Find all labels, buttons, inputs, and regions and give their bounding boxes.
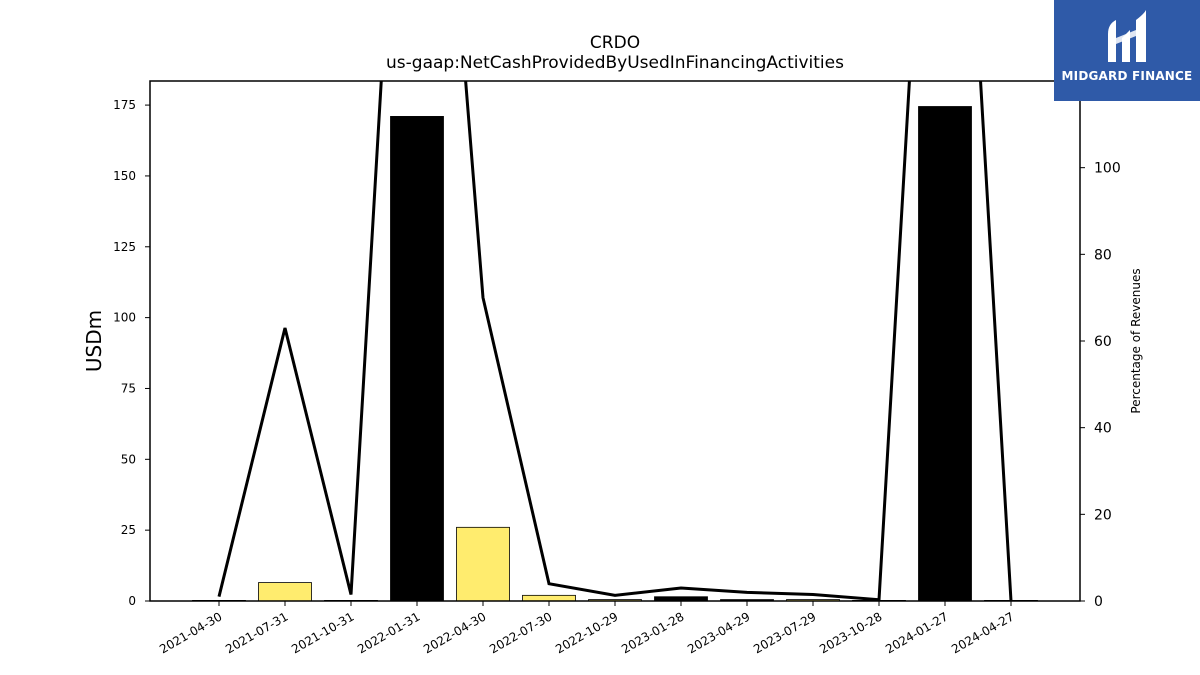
y-tick-label: 0 xyxy=(128,594,136,608)
chart-title: CRDO xyxy=(590,33,640,53)
x-tick-label: 2024-01-27 xyxy=(883,609,950,656)
x-tick-label: 2022-10-29 xyxy=(553,609,620,656)
bar-2021-07-31 xyxy=(258,582,312,602)
line-group xyxy=(217,81,1013,601)
y-tick-label: 25 xyxy=(121,523,136,537)
y-axis-right: 0 20 40 60 80 100 xyxy=(1080,161,1121,610)
y-axis-left: 0 25 50 75 100 125 150 175 xyxy=(113,98,150,608)
x-tick-label: 2021-04-30 xyxy=(157,609,224,656)
x-tick-label: 2023-01-28 xyxy=(619,609,686,656)
y-tick-label: 50 xyxy=(121,452,136,466)
y-right-tick-label: 60 xyxy=(1094,334,1112,350)
logo-text: MIDGARD FINANCE xyxy=(1061,69,1193,83)
bar-2022-01-31 xyxy=(390,116,444,602)
bar-2022-04-30 xyxy=(456,526,510,602)
y-tick-label: 150 xyxy=(113,169,136,183)
x-tick-label: 2023-04-29 xyxy=(685,609,752,656)
revenue-percentage-line xyxy=(217,81,1013,601)
y-tick-label: 100 xyxy=(113,311,136,325)
bar-2022-07-30 xyxy=(522,594,576,602)
y-right-tick-label: 20 xyxy=(1094,507,1112,523)
y-tick-label: 125 xyxy=(113,240,136,254)
y-right-tick-label: 100 xyxy=(1094,161,1121,177)
brand-logo: MIDGARD FINANCE xyxy=(1054,0,1200,101)
bar-2024-01-27 xyxy=(918,106,972,602)
y-right-tick-label: 0 xyxy=(1094,594,1103,610)
y-tick-label: 75 xyxy=(121,381,136,395)
bars-group xyxy=(192,106,1038,602)
x-tick-label: 2022-07-30 xyxy=(487,609,554,656)
y-right-tick-label: 80 xyxy=(1094,247,1112,263)
y-axis-label-left: USDm xyxy=(82,310,106,372)
x-tick-label: 2023-07-29 xyxy=(751,609,818,656)
x-tick-label: 2021-10-31 xyxy=(289,609,356,656)
x-tick-label: 2021-07-31 xyxy=(223,609,290,656)
x-tick-label: 2024-04-27 xyxy=(949,609,1016,656)
y-tick-label: 175 xyxy=(113,98,136,112)
chart-subtitle: us-gaap:NetCashProvidedByUsedInFinancing… xyxy=(386,53,844,73)
x-tick-label: 2022-04-30 xyxy=(421,609,488,656)
y-axis-label-right: Percentage of Revenues xyxy=(1129,268,1143,413)
x-axis: 2021-04-302021-07-312021-10-312022-01-31… xyxy=(157,601,1017,656)
y-right-tick-label: 40 xyxy=(1094,421,1112,437)
x-tick-label: 2023-10-28 xyxy=(817,609,884,656)
midgard-logo-icon xyxy=(1108,10,1146,62)
x-tick-label: 2022-01-31 xyxy=(355,609,422,656)
